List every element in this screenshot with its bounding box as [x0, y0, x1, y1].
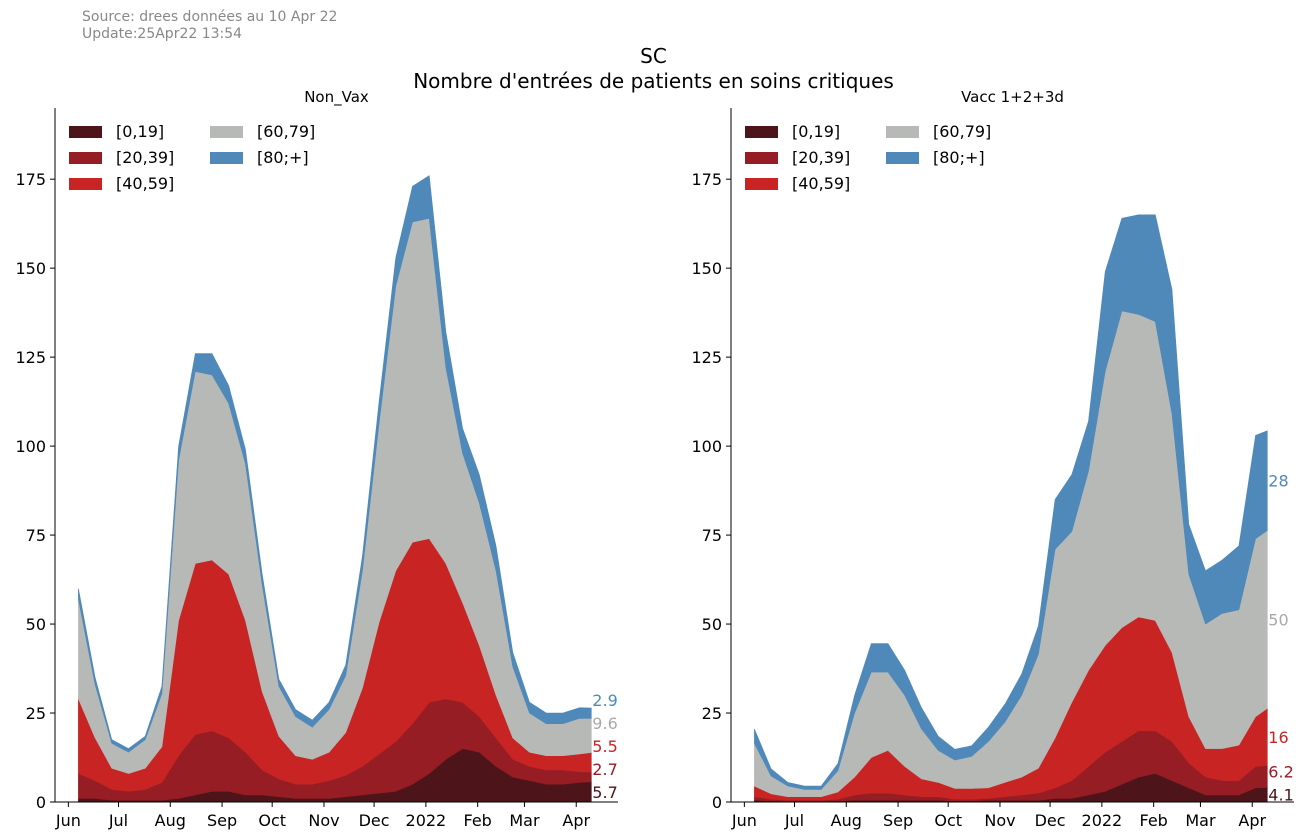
- legend-swatch: [69, 178, 102, 190]
- legend-swatch: [886, 152, 919, 164]
- legend-label: [40,59]: [116, 174, 174, 193]
- legend-label: [0,19]: [792, 122, 840, 141]
- end-label: 5.7: [592, 783, 617, 802]
- y-tick-label: 25: [26, 704, 46, 723]
- x-tick-label: Feb: [1140, 811, 1168, 830]
- legend-label: [40,59]: [792, 174, 850, 193]
- area-80: [754, 214, 1268, 790]
- x-tick-label: Mar: [509, 811, 540, 830]
- y-tick-label: 50: [702, 615, 722, 634]
- legend-swatch: [69, 152, 102, 164]
- end-label: 2.9: [592, 691, 617, 710]
- legend-swatch: [745, 126, 778, 138]
- legend-swatch: [210, 126, 243, 138]
- end-label: 5.5: [592, 737, 617, 756]
- y-tick-label: 150: [691, 259, 722, 278]
- subplot-title: Vacc 1+2+3d: [961, 88, 1064, 106]
- x-tick-label: Apr: [562, 811, 590, 830]
- legend-label: [20,39]: [116, 148, 174, 167]
- legend-label: [60,79]: [933, 122, 991, 141]
- x-tick-label: Oct: [934, 811, 962, 830]
- x-tick-label: Aug: [155, 811, 186, 830]
- legend-label: [0,19]: [116, 122, 164, 141]
- x-tick-label: Oct: [258, 811, 286, 830]
- source-line: Source: drees données au 10 Apr 22: [82, 9, 338, 25]
- x-tick-label: Sep: [883, 811, 913, 830]
- x-tick-label: Dec: [1035, 811, 1066, 830]
- legend-label: [20,39]: [792, 148, 850, 167]
- y-tick-label: 50: [26, 615, 46, 634]
- y-tick-label: 0: [36, 793, 46, 812]
- y-tick-label: 75: [702, 526, 722, 545]
- x-tick-label: Aug: [831, 811, 862, 830]
- x-tick-label: Dec: [359, 811, 390, 830]
- x-tick-label: 2022: [406, 811, 447, 830]
- area-80: [78, 175, 592, 753]
- x-tick-label: Apr: [1238, 811, 1266, 830]
- subplot-title: Non_Vax: [304, 88, 369, 107]
- y-tick-label: 125: [15, 348, 46, 367]
- x-tick-label: Feb: [464, 811, 492, 830]
- update-line: Update:25Apr22 13:54: [82, 26, 243, 42]
- stacked-areas: [78, 175, 592, 803]
- y-tick-label: 25: [702, 704, 722, 723]
- end-label: 6.2: [1268, 763, 1293, 782]
- x-tick-label: Mar: [1185, 811, 1216, 830]
- end-label: 28: [1268, 472, 1288, 491]
- x-tick-label: 2022: [1082, 811, 1123, 830]
- figure-title-line2: Nombre d'entrées de patients en soins cr…: [413, 69, 894, 93]
- figure-title: SC Nombre d'entrées de patients en soins…: [0, 44, 1307, 94]
- y-tick-label: 75: [26, 526, 46, 545]
- y-tick-label: 175: [15, 170, 46, 189]
- legend-swatch: [886, 126, 919, 138]
- end-label: 2.7: [592, 760, 617, 779]
- x-tick-label: Sep: [207, 811, 237, 830]
- y-tick-label: 150: [15, 259, 46, 278]
- end-label: 50: [1268, 610, 1288, 629]
- chart-vacc: 4.1 6.2 16 50 28 0 25 50 75 100 125 150 175 Jun Jul Aug…: [691, 88, 1294, 830]
- x-tick-label: Jul: [784, 811, 804, 830]
- source-note: Source: drees données au 10 Apr 22 Updat…: [82, 9, 337, 43]
- y-tick-label: 100: [15, 437, 46, 456]
- end-label: 9.6: [592, 714, 617, 733]
- legend: [0,19] [20,39] [40,59] [60,79] [80;+]: [69, 122, 315, 193]
- legend-swatch: [69, 126, 102, 138]
- legend-swatch: [745, 152, 778, 164]
- legend-label: [80;+]: [257, 148, 309, 167]
- y-tick-label: 175: [691, 170, 722, 189]
- figure-title-line1: SC: [640, 44, 667, 68]
- legend-swatch: [210, 152, 243, 164]
- x-tick-label: Jul: [108, 811, 128, 830]
- legend: [0,19] [20,39] [40,59] [60,79] [80;+]: [745, 122, 991, 193]
- legend-swatch: [745, 178, 778, 190]
- x-tick-label: Jun: [731, 811, 757, 830]
- end-label: 4.1: [1268, 786, 1293, 805]
- x-tick-label: Nov: [308, 811, 339, 830]
- stacked-areas: [754, 214, 1268, 803]
- y-tick-label: 0: [712, 793, 722, 812]
- y-tick-label: 125: [691, 348, 722, 367]
- y-tick-label: 100: [691, 437, 722, 456]
- end-label: 16: [1268, 728, 1288, 747]
- x-tick-label: Nov: [984, 811, 1015, 830]
- chart-non-vax: 5.7 2.7 5.5 9.6 2.9 0 25 50 75 100 125 150 175 Jun Jul…: [15, 88, 618, 830]
- legend-label: [60,79]: [257, 122, 315, 141]
- legend-label: [80;+]: [933, 148, 985, 167]
- x-tick-label: Jun: [55, 811, 81, 830]
